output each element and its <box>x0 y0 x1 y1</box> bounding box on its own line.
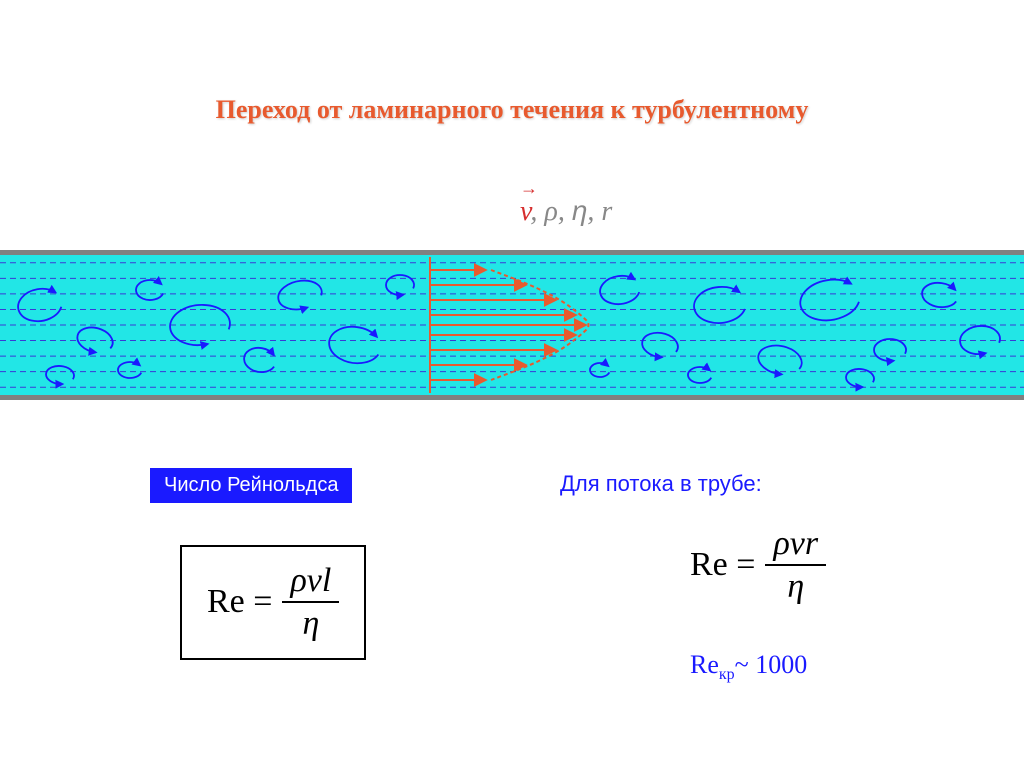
formula-lhs: Re <box>207 583 245 620</box>
param-rho: ρ <box>544 196 557 227</box>
reynolds-formula-pipe: Re = ρvr η <box>690 525 826 606</box>
reynolds-formula-general: Re = ρvl η <box>180 545 366 660</box>
reynolds-label: Число Рейнольдса <box>150 468 352 503</box>
param-v: v <box>520 196 530 227</box>
formula-denominator: η <box>302 603 319 642</box>
flow-diagram <box>0 250 1024 400</box>
slide-title: Переход от ламинарного течения к турбуле… <box>0 95 1024 125</box>
formula-pipe-denominator: η <box>787 566 804 605</box>
re-crit-label: Re <box>690 650 719 679</box>
re-crit-sub: кр <box>719 666 735 683</box>
formula-pipe-numerator: ρvr <box>765 525 826 566</box>
formula-numerator: ρvl <box>282 562 339 603</box>
formula-pipe-lhs: Re <box>690 546 728 583</box>
critical-reynolds: Reкр~ 1000 <box>690 650 807 684</box>
re-crit-value: ~ 1000 <box>735 650 808 679</box>
param-eta: η <box>572 195 588 226</box>
parameters-list: v, ρ, η, r <box>520 195 612 228</box>
pipe-flow-label: Для потока в трубе: <box>560 471 762 497</box>
param-r: r <box>601 196 612 227</box>
